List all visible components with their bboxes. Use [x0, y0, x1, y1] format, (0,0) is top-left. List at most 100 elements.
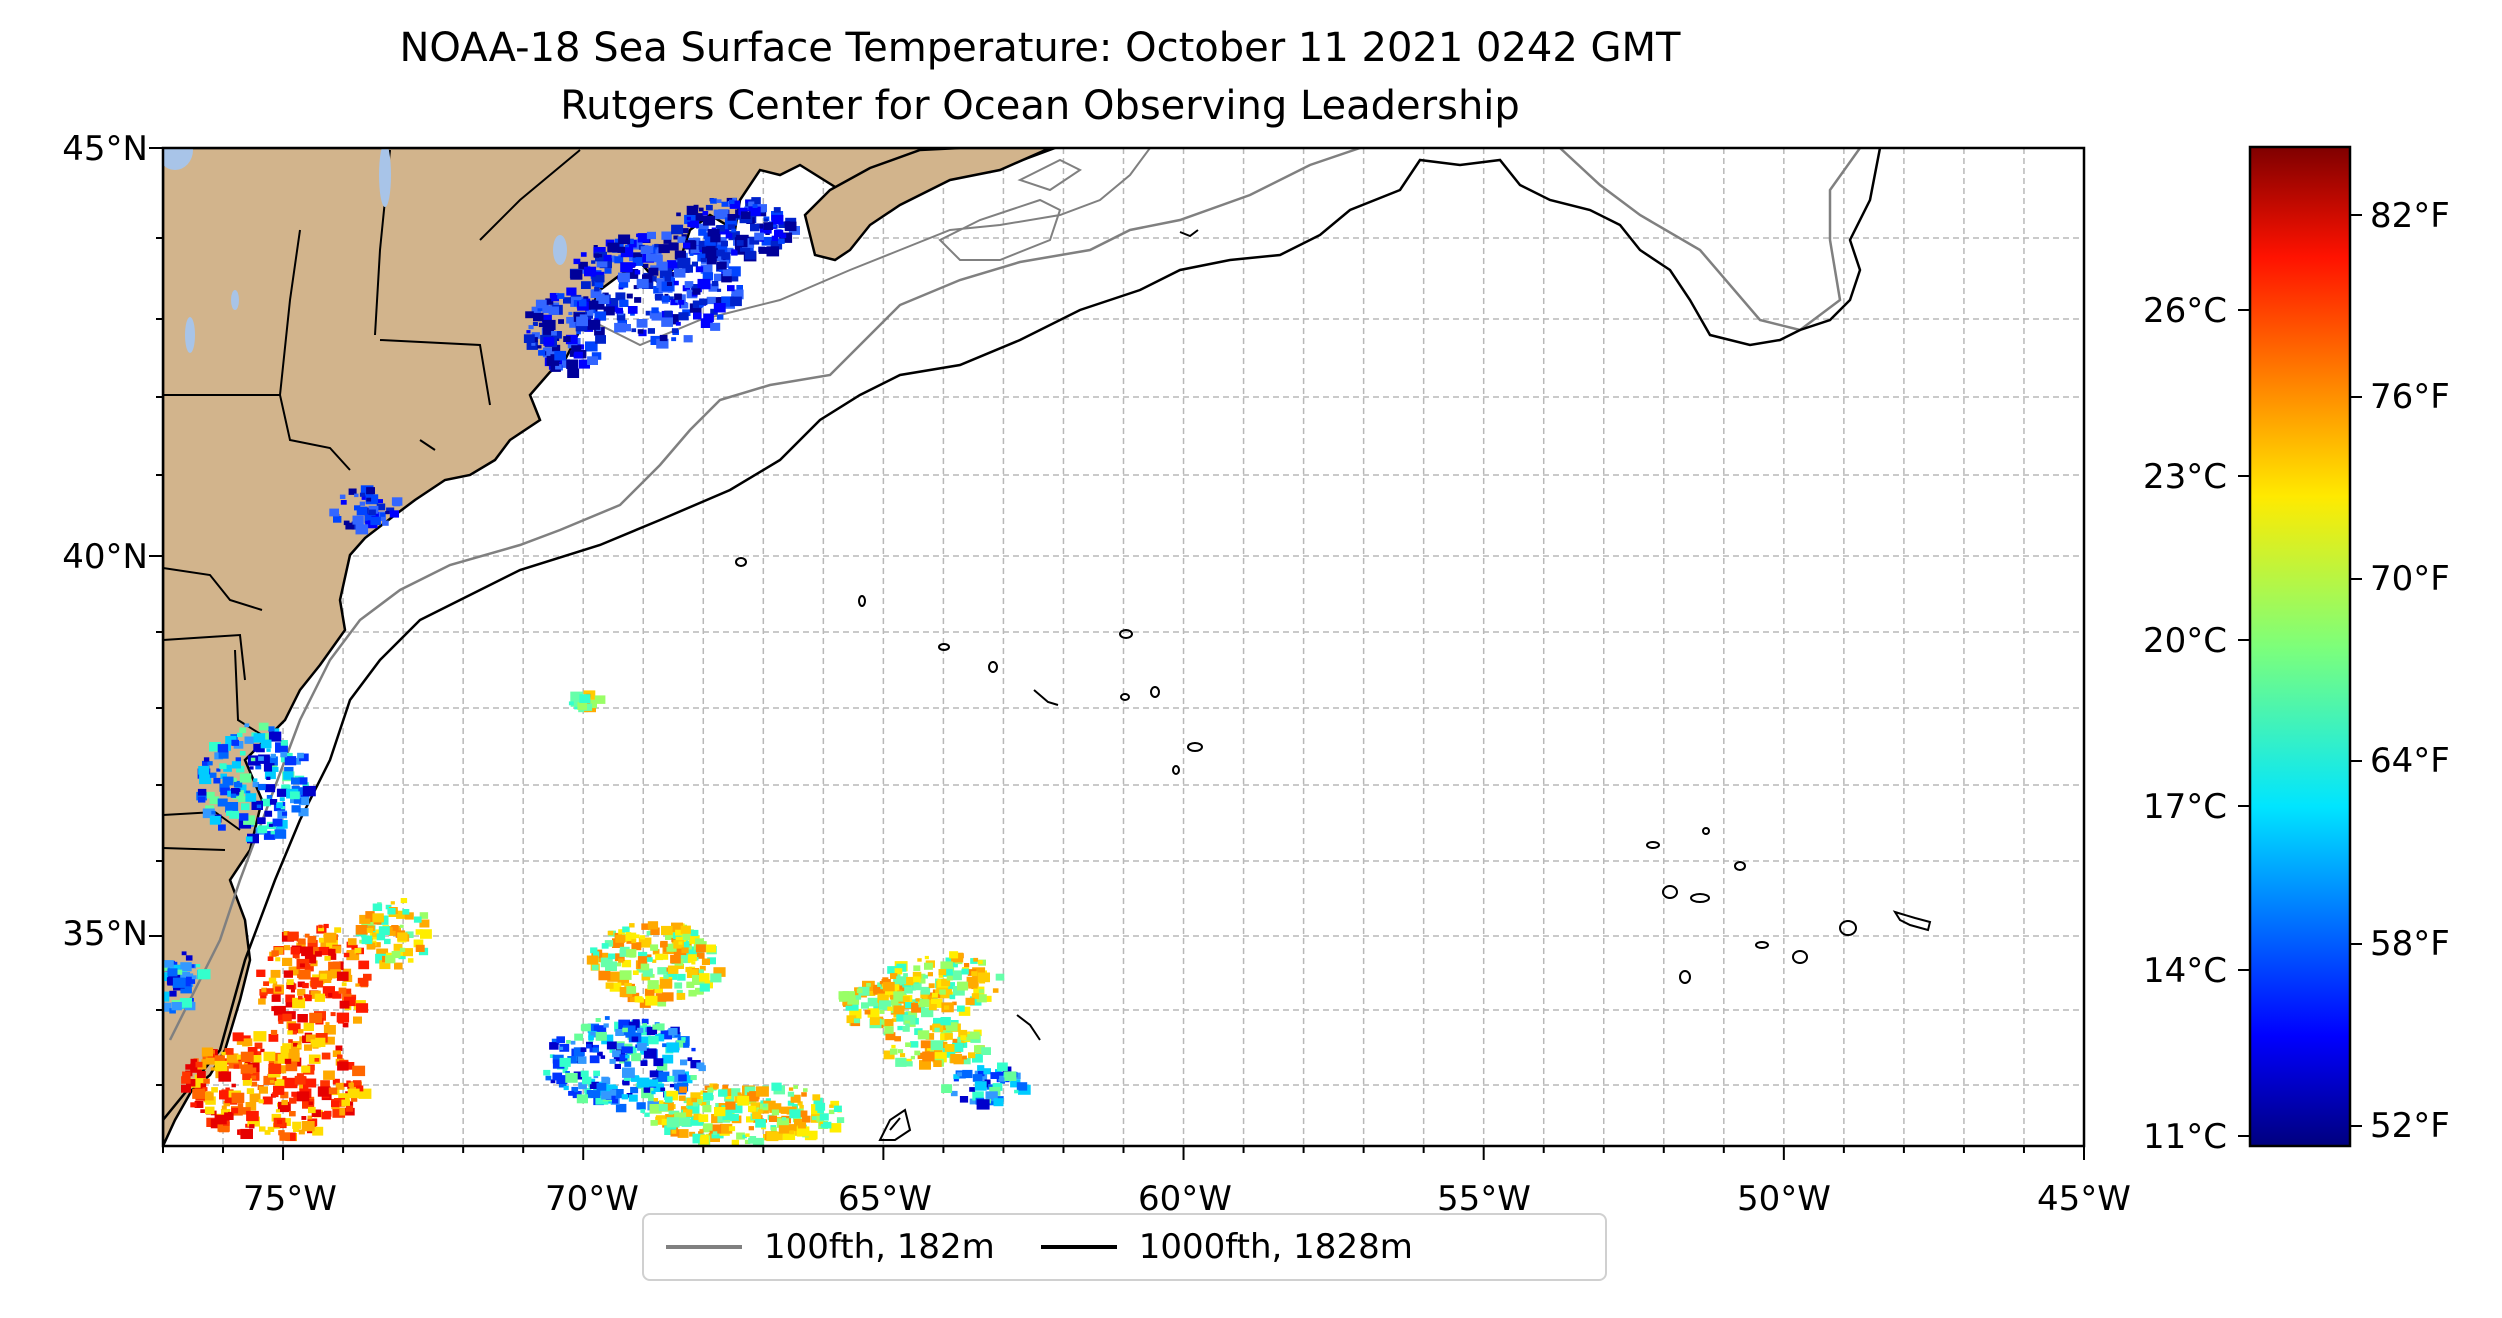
sst-pixel	[702, 211, 709, 216]
sst-pixel	[678, 941, 683, 945]
sst-pixel	[725, 1101, 736, 1110]
sst-pixel	[705, 204, 713, 211]
sst-pixel	[756, 204, 767, 213]
sst-pixel	[771, 235, 779, 241]
sst-pixel	[523, 334, 535, 343]
sst-pixel	[974, 1045, 985, 1054]
sst-pixel	[218, 824, 226, 831]
sst-pixel	[357, 977, 369, 987]
sst-pixel	[209, 742, 221, 752]
sst-pixel	[226, 810, 233, 816]
sst-pixel	[194, 1101, 204, 1108]
sst-pixel	[784, 221, 797, 232]
sst-pixel	[722, 1112, 733, 1121]
sst-pixel	[933, 1017, 942, 1025]
sst-pixel	[535, 299, 547, 309]
sst-pixel	[995, 1069, 1002, 1075]
sst-pixel	[258, 722, 269, 731]
sst-pixel	[773, 207, 781, 213]
sst-pixel	[964, 963, 970, 968]
sst-pixel	[998, 1075, 1006, 1082]
sst-pixel	[638, 951, 648, 960]
sst-pixel	[285, 994, 295, 1003]
sst-pixel	[559, 1046, 564, 1050]
sst-pixel	[650, 1120, 658, 1126]
sst-pixel	[716, 225, 726, 232]
sst-pixel	[653, 254, 663, 263]
sst-pixel	[270, 1029, 278, 1035]
sst-pixel	[591, 299, 605, 310]
sst-pixel	[619, 1054, 628, 1061]
sst-pixel	[526, 330, 531, 334]
sst-pixel	[323, 923, 329, 929]
sst-pixel	[339, 1000, 350, 1009]
sst-pixel	[384, 938, 391, 945]
sst-pixel	[225, 736, 237, 745]
sst-pixel	[952, 1001, 957, 1006]
sst-pixel	[347, 1101, 354, 1106]
sst-pixel	[587, 319, 601, 330]
sst-pixel	[1016, 1082, 1028, 1091]
sst-pixel	[270, 753, 276, 759]
sst-pixel	[727, 224, 736, 231]
sst-pixel	[307, 940, 318, 949]
sst-pixel	[382, 520, 389, 526]
lon-label-60w: 60°W	[1138, 1179, 1232, 1219]
sst-pixel	[861, 1002, 869, 1009]
sst-pixel	[646, 1026, 658, 1036]
sst-pixel	[879, 1010, 885, 1014]
sst-pixel	[658, 244, 670, 254]
sst-pixel	[819, 1113, 829, 1121]
sst-pixel	[648, 267, 659, 276]
sst-pixel	[677, 1129, 689, 1138]
sst-pixel	[332, 1078, 340, 1085]
sst-pixel	[548, 306, 559, 315]
sst-pixel	[594, 311, 607, 321]
sst-pixel	[974, 1081, 987, 1091]
sst-pixel	[201, 1047, 214, 1057]
sst-pixel	[562, 1069, 568, 1074]
sst-pixel	[699, 303, 704, 308]
sst-pixel	[689, 1131, 696, 1137]
sst-pixel	[659, 334, 668, 342]
sst-pixel	[730, 296, 742, 307]
lat-label-35n: 35°N	[62, 914, 148, 954]
sst-pixel	[701, 1102, 707, 1106]
sst-pixel	[307, 935, 317, 943]
sst-pixel	[207, 761, 213, 766]
sst-pixel	[282, 1013, 292, 1022]
sst-pixel	[565, 1071, 570, 1075]
sst-pixel	[588, 1078, 596, 1085]
sst-pixel	[265, 784, 276, 793]
sst-pixel	[249, 766, 254, 770]
sst-pixel	[220, 773, 227, 779]
sst-pixel	[643, 263, 649, 268]
sst-pixel	[581, 281, 591, 289]
sst-pixel	[296, 1044, 301, 1048]
sst-pixel	[724, 216, 737, 226]
sst-pixel	[318, 924, 323, 929]
sst-pixel	[714, 297, 726, 306]
sst-pixel	[244, 736, 254, 744]
sst-pixel	[247, 1062, 260, 1072]
sst-pixel	[197, 969, 211, 980]
legend: 100fth, 182m 1000fth, 1828m	[642, 1213, 1607, 1281]
sst-pixel	[289, 1097, 297, 1104]
sst-pixel	[350, 1096, 358, 1102]
sst-pixel	[346, 950, 360, 961]
sst-pixel	[921, 1007, 934, 1018]
sst-pixel	[646, 231, 656, 240]
sst-pixel	[559, 359, 570, 368]
sst-pixel	[399, 924, 404, 928]
sst-pixel	[328, 948, 336, 955]
sst-pixel	[614, 322, 626, 333]
sst-pixel	[567, 368, 580, 378]
sst-pixel	[366, 942, 376, 950]
sst-pixel	[686, 969, 698, 978]
sst-pixel	[595, 335, 606, 344]
sst-pixel	[287, 931, 299, 941]
sst-pixel	[812, 1094, 821, 1101]
sst-pixel	[681, 947, 689, 954]
sst-pixel	[330, 969, 342, 979]
